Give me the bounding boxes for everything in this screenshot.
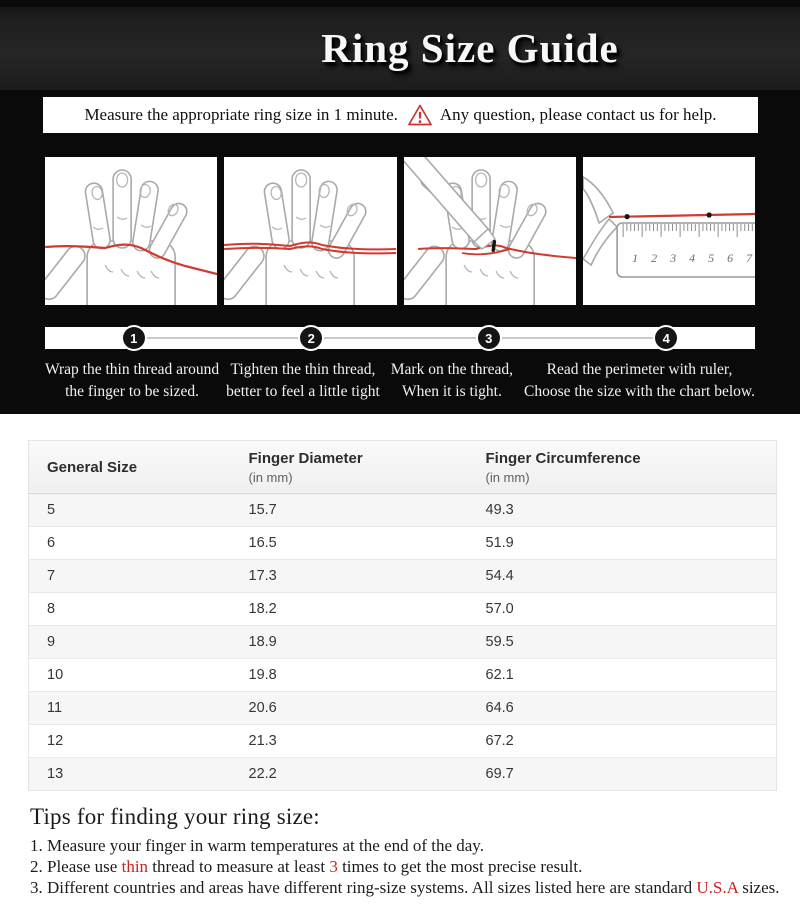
- ruler-ticks: [622, 224, 753, 237]
- step-captions: Wrap the thin thread around the finger t…: [0, 359, 800, 404]
- table-cell: 51.9: [485, 525, 777, 560]
- tip-item-2: 2. Please use thin thread to measure at …: [30, 857, 583, 877]
- table-cell: 18.9: [248, 624, 486, 659]
- col-header-finger-diameter: Finger Diameter (in mm): [248, 440, 486, 494]
- intro-banner: Measure the appropriate ring size in 1 m…: [43, 97, 758, 133]
- ruler-number: 1: [632, 251, 638, 265]
- col-header-finger-circumference: Finger Circumference (in mm): [485, 440, 777, 494]
- step-caption-1: Wrap the thin thread around the finger t…: [45, 361, 220, 401]
- tip-item-3: 3. Different countries and areas have di…: [30, 878, 780, 898]
- table-cell: 8: [28, 591, 249, 626]
- table-cell: 62.1: [485, 657, 777, 692]
- table-cell: 59.5: [485, 624, 777, 659]
- ruler-number: 2: [651, 251, 657, 265]
- table-cell: 17.3: [248, 558, 486, 593]
- hand-illustration-step1: [45, 157, 218, 305]
- table-cell: 18.2: [248, 591, 486, 626]
- ruler-illustration-step4: 1 2 3 4 5 6 7: [582, 157, 755, 305]
- table-cell: 6: [28, 525, 249, 560]
- ruler-number: 7: [746, 251, 753, 265]
- step-caption-3: Mark on the thread, When it is tight.: [390, 361, 513, 401]
- table-cell: 19.8: [248, 657, 486, 692]
- table-row: 9 18.9 59.5: [28, 624, 777, 659]
- table-cell: 54.4: [485, 558, 777, 593]
- table-row: 13 22.2 69.7: [28, 756, 777, 791]
- table-cell: 10: [28, 657, 249, 692]
- steps-progress-bar: 1 2 3 4: [45, 327, 755, 349]
- size-chart-section: General Size Finger Diameter (in mm) Fin…: [0, 413, 800, 791]
- ring-size-table: General Size Finger Diameter (in mm) Fin…: [28, 439, 777, 791]
- table-cell: 49.3: [485, 492, 777, 527]
- header: Ring Size Guide: [0, 0, 800, 90]
- table-cell: 22.2: [248, 756, 486, 791]
- tips-section: Tips for finding your ring size: 1. Meas…: [0, 790, 800, 899]
- table-cell: 67.2: [485, 723, 777, 758]
- ruler-number: 5: [708, 251, 714, 265]
- table-row: 6 16.5 51.9: [28, 525, 777, 560]
- table-row: 7 17.3 54.4: [28, 558, 777, 593]
- table-cell: 20.6: [248, 690, 486, 725]
- table-cell: 16.5: [248, 525, 486, 560]
- ruler-number: 6: [727, 251, 733, 265]
- table-cell: 15.7: [248, 492, 486, 527]
- step-badge-1: 1: [122, 327, 145, 349]
- table-cell: 5: [28, 492, 249, 527]
- table-row: 8 18.2 57.0: [28, 591, 777, 626]
- steps-connector-line: [130, 337, 663, 339]
- hand-illustration-step3: [403, 157, 576, 305]
- tip-item-1: 1. Measure your finger in warm temperatu…: [30, 835, 484, 855]
- table-cell: 69.7: [485, 756, 777, 791]
- step-badge-3: 3: [477, 327, 500, 349]
- banner-text-after: Any question, please contact us for help…: [439, 105, 717, 124]
- table-cell: 64.6: [485, 690, 777, 725]
- table-cell: 9: [28, 624, 249, 659]
- page-title: Ring Size Guide: [321, 25, 619, 71]
- step-illustrations: 1 2 3 4 5 6 7: [0, 157, 800, 305]
- warning-triangle-icon: [407, 103, 433, 127]
- ruler-number: 3: [669, 251, 676, 265]
- table-cell: 7: [28, 558, 249, 593]
- table-cell: 13: [28, 756, 249, 791]
- step-badge-4: 4: [655, 327, 678, 349]
- size-table-body: 5 15.7 49.3 6 16.5 51.9 7 17.3 54.4 8 18.2 57.0 9 18.…: [28, 492, 777, 791]
- step-caption-4: Read the perimeter with ruler, Choose th…: [523, 361, 755, 401]
- tips-title: Tips for finding your ring size:: [30, 803, 320, 829]
- table-row: 12 21.3 67.2: [28, 723, 777, 758]
- table-header-row: General Size Finger Diameter (in mm) Fin…: [28, 440, 777, 494]
- col-header-general-size: General Size: [28, 440, 249, 494]
- table-cell: 21.3: [248, 723, 486, 758]
- table-row: 11 20.6 64.6: [28, 690, 777, 725]
- step-badge-2: 2: [300, 327, 323, 349]
- hand-illustration-step2: [224, 157, 397, 305]
- banner-text-before: Measure the appropriate ring size in 1 m…: [84, 105, 398, 124]
- step-caption-2: Tighten the thin thread, better to feel …: [226, 361, 380, 401]
- table-cell: 11: [28, 690, 249, 725]
- instructions-section: Measure the appropriate ring size in 1 m…: [0, 90, 800, 414]
- table-cell: 12: [28, 723, 249, 758]
- table-cell: 57.0: [485, 591, 777, 626]
- table-row: 5 15.7 49.3: [28, 492, 777, 527]
- ruler-number: 4: [689, 251, 695, 265]
- table-row: 10 19.8 62.1: [28, 657, 777, 692]
